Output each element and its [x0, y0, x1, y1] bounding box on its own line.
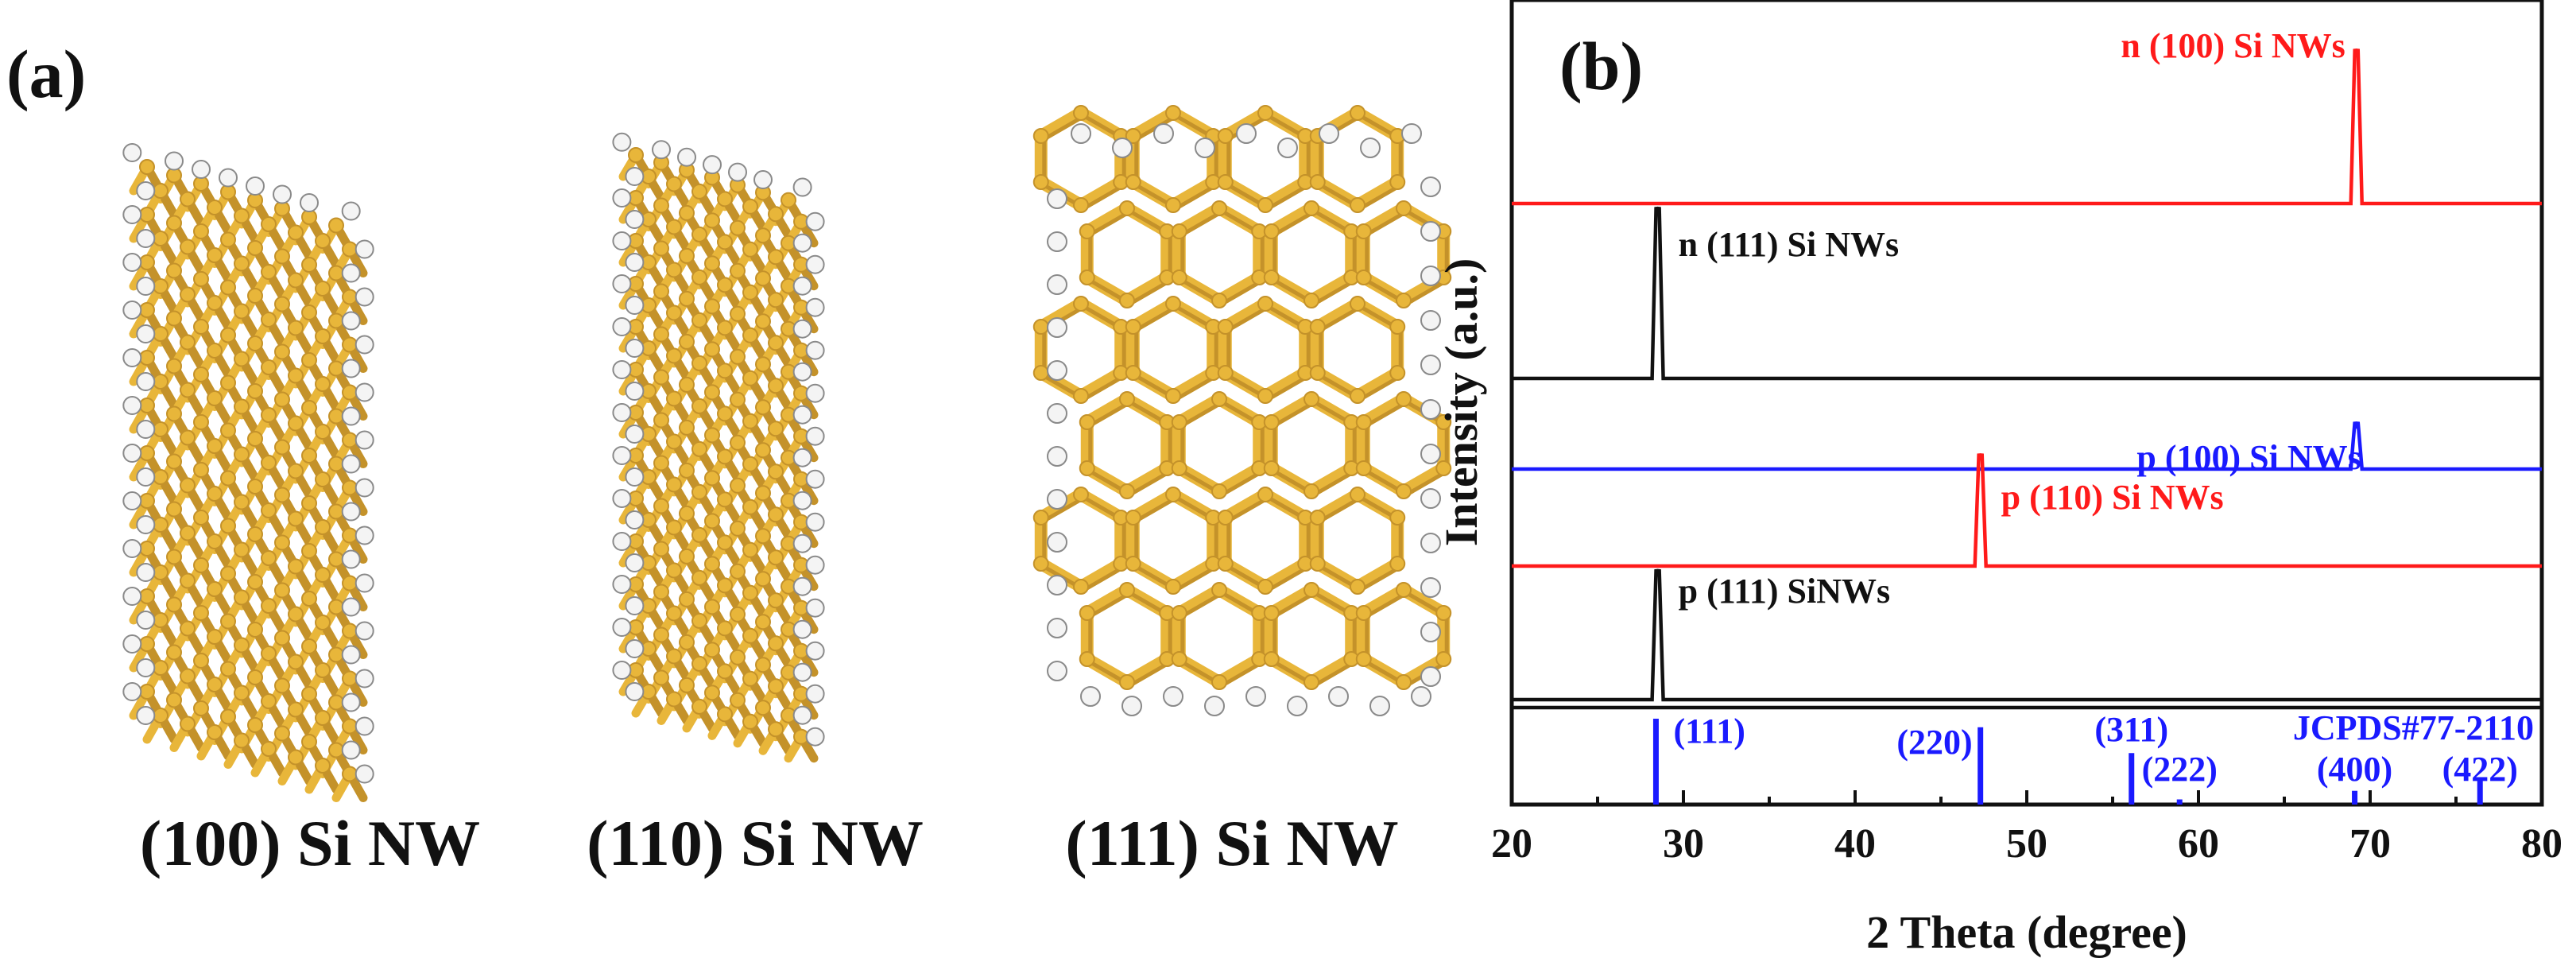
series-label-1: n (100) Si NWs — [2121, 26, 2345, 65]
x-tick-label: 40 — [1834, 821, 1876, 867]
x-axis: 20 30 40 50 60 70 80 — [1491, 790, 2562, 867]
series-label-5: p (111) SiNWs — [1679, 572, 1891, 611]
x-axis-label: 2 Theta (degree) — [1866, 906, 2187, 958]
series-line-5 — [1512, 568, 2542, 702]
structure-111-si-nw — [1032, 105, 1452, 716]
x-tick-label: 30 — [1663, 821, 1704, 867]
reference-label-5: (400) — [2317, 750, 2392, 789]
structure-label-110: (110) Si NW — [587, 807, 924, 879]
x-tick-label: 50 — [2006, 821, 2047, 867]
structure-110-si-nw — [612, 132, 825, 763]
reference-label-3: (311) — [2094, 710, 2168, 749]
series-line-2 — [1512, 206, 2542, 381]
reference-layer: (111) (220) (311)(222) (400) (422)JCPDS#77-2… — [1512, 705, 2542, 805]
x-tick-label: 60 — [2178, 821, 2219, 867]
x-tick-label: 20 — [1491, 821, 1532, 867]
structure-100-si-nw — [122, 143, 374, 802]
plot-frame — [1509, 0, 2544, 807]
xrd-chart: (b) n (100) Si NWs n (111) Si NWs p (100) … — [1435, 0, 2562, 958]
series-line-3 — [1512, 421, 2542, 471]
reference-label-4: (222) — [2142, 750, 2218, 789]
series-label-3: p (100) Si NWs — [2136, 438, 2361, 477]
reference-label-2: (220) — [1896, 723, 1972, 762]
nanowire-structures — [122, 105, 1452, 802]
series-label-2: n (111) Si NWs — [1679, 225, 1900, 264]
reference-name: JCPDS#77-2110 — [2293, 708, 2534, 747]
panel-a-letter: (a) — [6, 36, 86, 112]
panel-b-letter: (b) — [1559, 28, 1643, 104]
reference-label-1: (111) — [1673, 712, 1745, 750]
x-tick-label: 70 — [2349, 821, 2391, 867]
series-layer: n (100) Si NWs n (111) Si NWs p (100) Si N… — [1512, 26, 2542, 702]
reference-label-6: (422) — [2442, 750, 2518, 789]
series-line-4 — [1512, 453, 2542, 568]
y-axis-label: Intensity (a.u.) — [1435, 258, 1487, 547]
structure-label-111: (111) Si NW — [1065, 807, 1398, 879]
x-tick-label: 80 — [2521, 821, 2562, 867]
series-line-1 — [1512, 48, 2542, 206]
structure-label-100: (100) Si NW — [140, 807, 480, 879]
series-label-4: p (110) Si NWs — [2001, 478, 2224, 517]
